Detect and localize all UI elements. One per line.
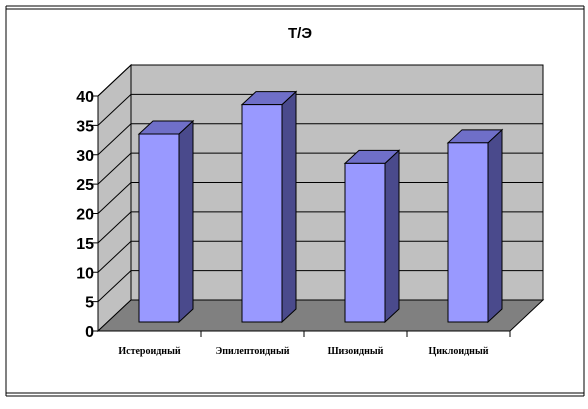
bar	[344, 162, 386, 323]
y-tick-label: 35	[76, 118, 94, 135]
y-tick-label: 40	[76, 89, 94, 106]
y-tick-label: 30	[76, 148, 94, 165]
plot-area: 0 5 10 15 20 25 30 35 40 Истероидный Эпилептоидный…	[76, 63, 545, 357]
x-category-label: Истероидный	[118, 346, 181, 357]
bar-side	[384, 149, 400, 324]
side-gridline	[97, 211, 132, 244]
chart-title: Т/Э	[288, 25, 312, 42]
y-tick-label: 20	[76, 207, 94, 224]
bar-side	[487, 128, 503, 324]
y-tick-label: 25	[76, 177, 94, 194]
x-category-label: Эпилептоидный	[215, 346, 289, 357]
side-gridline	[97, 152, 132, 185]
bar	[447, 142, 489, 323]
side-gridline	[97, 240, 132, 273]
y-tick-label: 5	[85, 295, 94, 312]
side-gridline	[97, 270, 132, 302]
side-gridline	[97, 94, 132, 126]
bar	[241, 104, 283, 323]
y-tick-label: 15	[76, 236, 94, 253]
y-tick-label: 0	[85, 324, 94, 341]
x-category-label: Циклоидный	[428, 346, 488, 357]
x-category-label: Шизоидный	[328, 346, 384, 357]
side-gridline	[97, 182, 132, 214]
bar-side	[178, 119, 194, 324]
bar	[138, 133, 180, 323]
y-tick-label: 10	[76, 265, 94, 282]
side-gridline	[97, 123, 132, 156]
bar-side	[281, 90, 297, 324]
side-gridline	[97, 64, 132, 97]
